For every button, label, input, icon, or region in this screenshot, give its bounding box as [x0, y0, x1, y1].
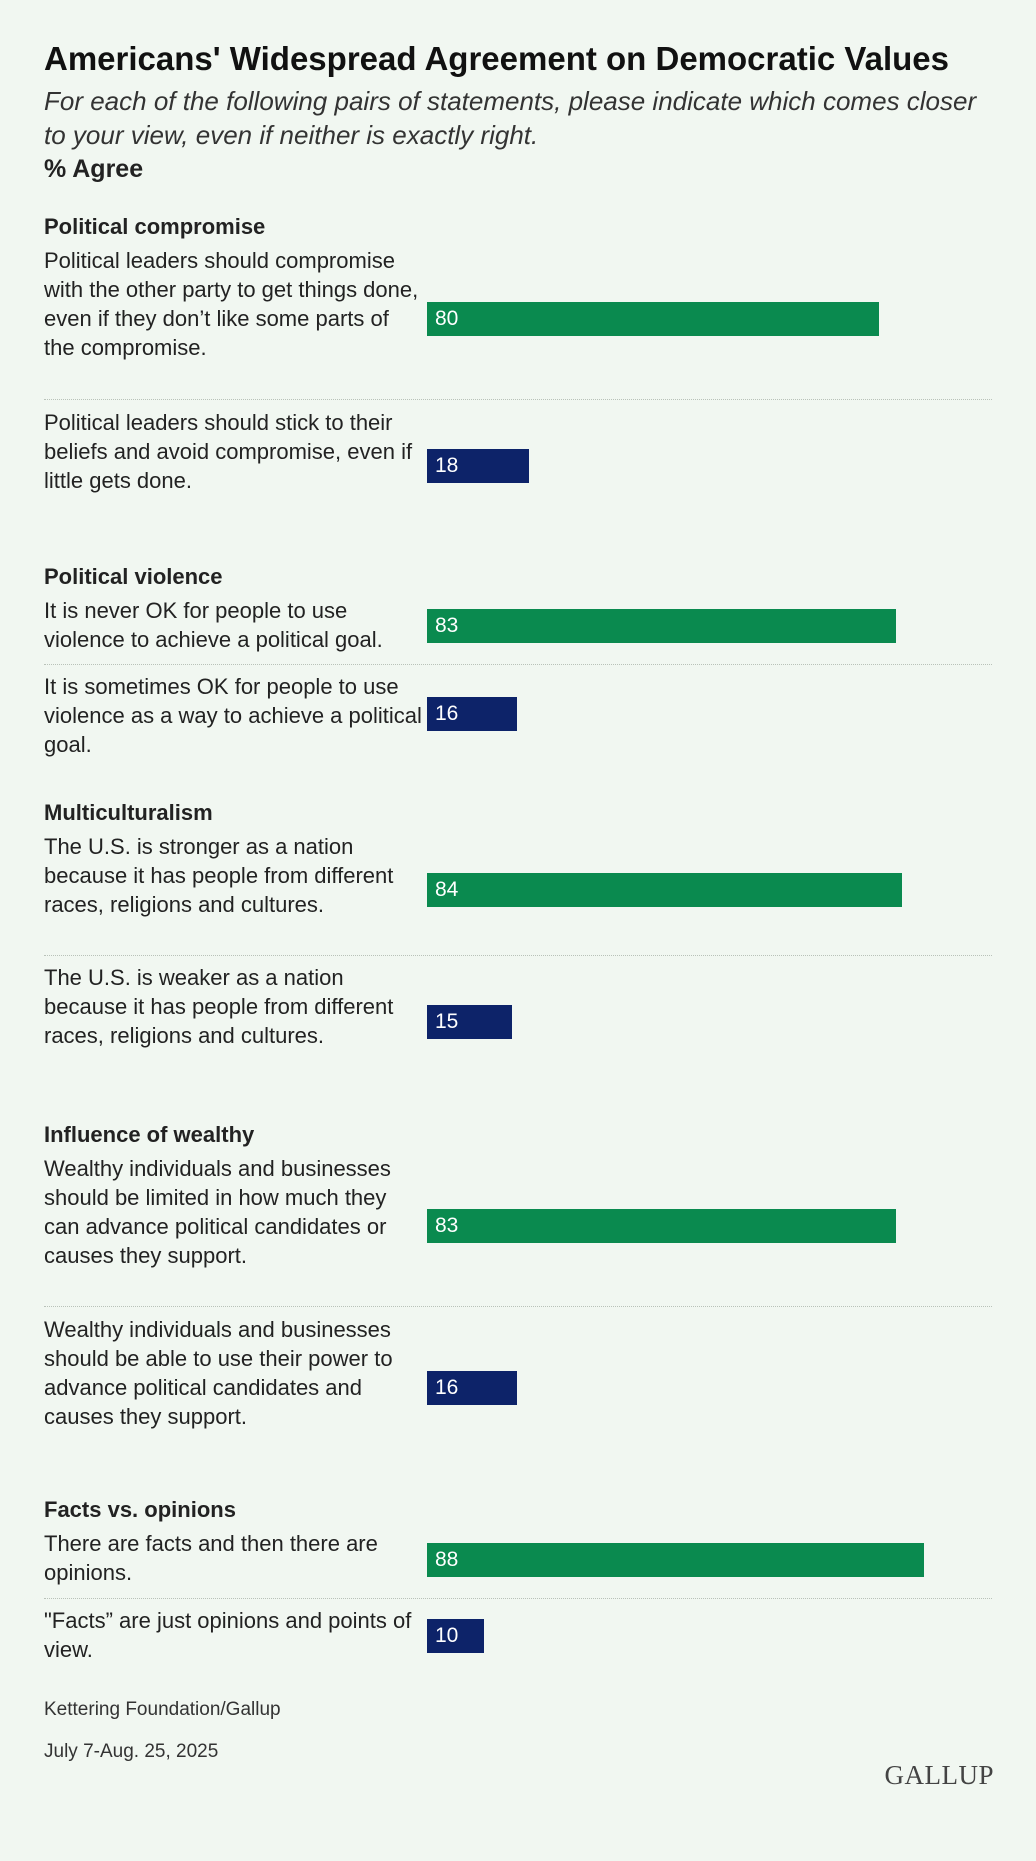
- row-separator: [44, 1598, 992, 1599]
- unit-label: % Agree: [44, 155, 144, 183]
- chart-title: Americans' Widespread Agreement on Democ…: [44, 40, 949, 77]
- statement-label: "Facts” are just opinions and points of …: [44, 1608, 412, 1662]
- group-title: Influence of wealthy: [44, 1122, 255, 1147]
- group-title: Political violence: [44, 564, 223, 589]
- bar-value-label: 15: [435, 1010, 459, 1033]
- chart-subtitle: For each of the following pairs of state…: [44, 86, 977, 150]
- statement-label: It is never OK for people to use violenc…: [44, 598, 383, 652]
- statement-label: The U.S. is stronger as a nation because…: [44, 834, 394, 917]
- bar: [427, 873, 902, 907]
- row-separator: [44, 399, 992, 400]
- group-title: Multiculturalism: [44, 800, 213, 825]
- statement-label: It is sometimes OK for people to use vio…: [44, 674, 422, 757]
- statement-label: The U.S. is weaker as a nation because i…: [44, 965, 394, 1048]
- bar-value-label: 88: [435, 1548, 459, 1571]
- bar: [427, 697, 518, 731]
- statement-label: Wealthy individuals and businesses shoul…: [44, 1317, 393, 1429]
- bar-value-label: 83: [435, 1214, 459, 1237]
- bar: [427, 1543, 925, 1577]
- bar-value-label: 16: [435, 1376, 459, 1399]
- bar-value-label: 80: [435, 307, 459, 330]
- bar: [427, 1619, 484, 1653]
- bar: [427, 609, 896, 643]
- statement-label: Political leaders should stick to their …: [44, 410, 413, 493]
- source-note: Kettering Foundation/Gallup: [44, 1699, 281, 1720]
- bar-value-label: 84: [435, 878, 459, 901]
- row-separator: [44, 1306, 992, 1307]
- gallup-logo: GALLUP: [884, 1760, 994, 1790]
- group-title: Facts vs. opinions: [44, 1497, 236, 1522]
- statement-label: There are facts and then there are opini…: [44, 1531, 378, 1585]
- statement-label: Wealthy individuals and businesses shoul…: [44, 1156, 391, 1268]
- bar: [427, 449, 529, 483]
- statement-label: Political leaders should compromise with…: [44, 248, 419, 360]
- bar-value-label: 10: [435, 1624, 459, 1647]
- row-separator: [44, 664, 992, 665]
- bar-value-label: 83: [435, 614, 459, 637]
- bar: [427, 1005, 512, 1039]
- row-separator: [44, 955, 992, 956]
- bar: [427, 302, 879, 336]
- date-note: July 7-Aug. 25, 2025: [44, 1741, 219, 1762]
- group-title: Political compromise: [44, 214, 266, 239]
- bar-value-label: 16: [435, 702, 459, 725]
- bar-value-label: 18: [435, 454, 459, 477]
- bar: [427, 1209, 896, 1243]
- bar: [427, 1371, 518, 1405]
